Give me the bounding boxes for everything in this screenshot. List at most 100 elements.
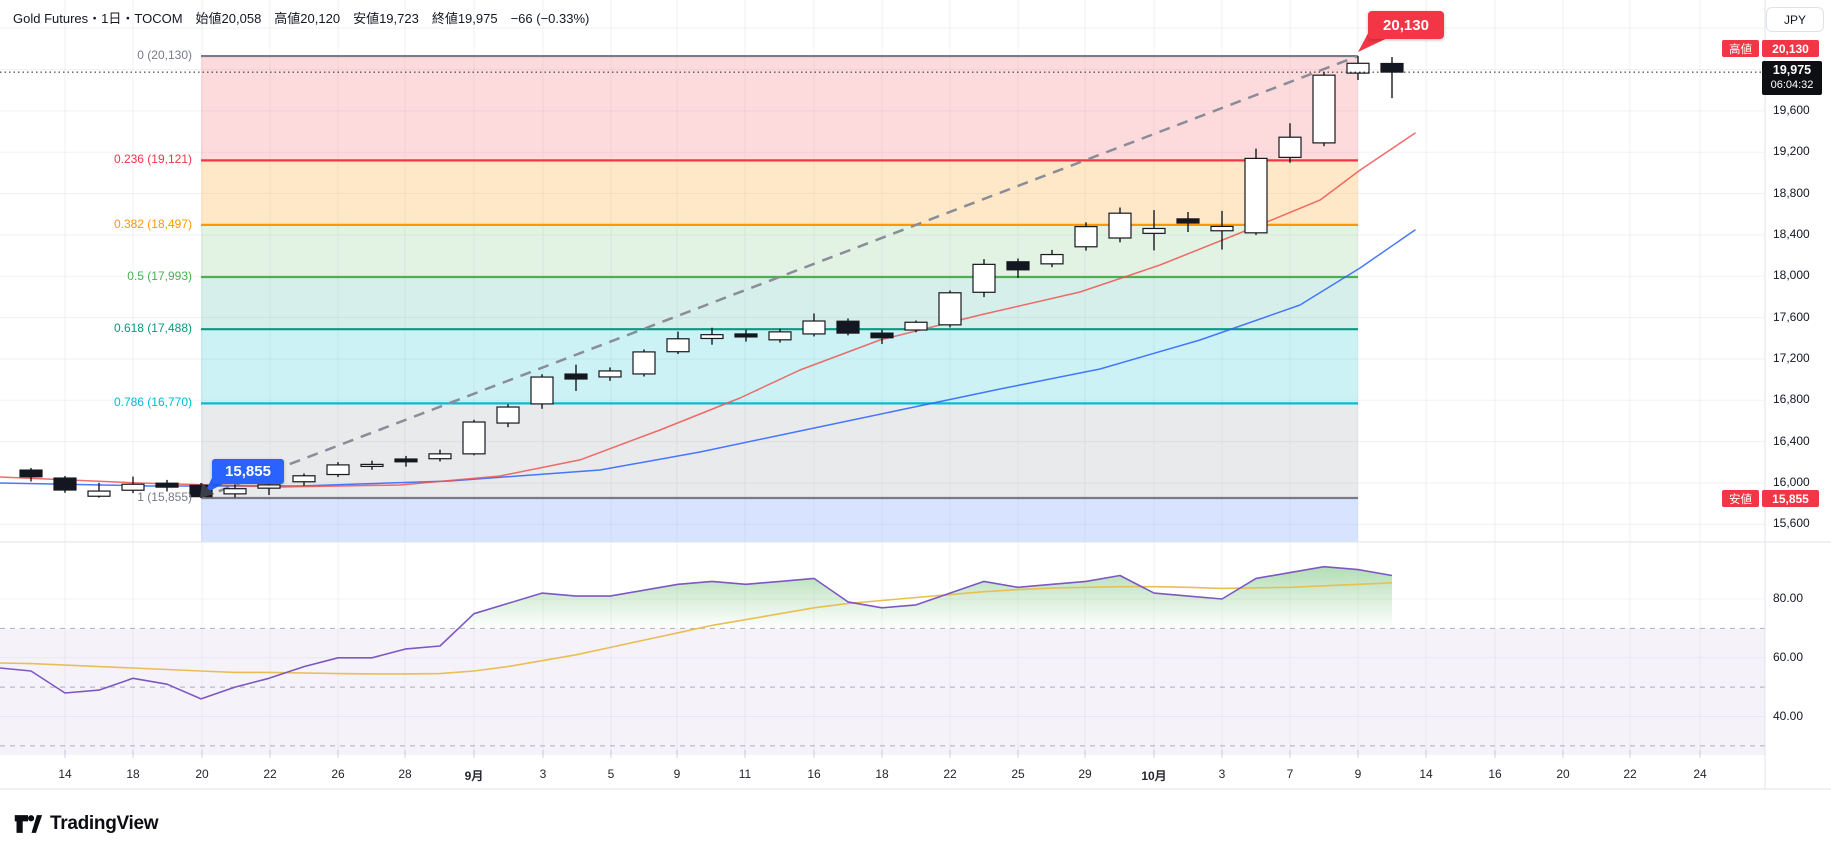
- rsi-line: [0, 565, 1393, 700]
- high-price-callout[interactable]: 20,130: [1368, 11, 1444, 39]
- ma-slow-line: [0, 229, 1416, 487]
- currency-button-label: JPY: [1783, 12, 1806, 27]
- time-axis-label: 20: [1556, 767, 1570, 781]
- candle[interactable]: [462, 419, 486, 456]
- candle[interactable]: [1142, 210, 1166, 251]
- candle[interactable]: [768, 328, 792, 343]
- price-axis-label: 16,400: [1773, 433, 1810, 448]
- fib-trendline[interactable]: [200, 54, 1359, 500]
- fib-label: 0.382 (18,497): [113, 216, 192, 231]
- candle[interactable]: [734, 329, 758, 342]
- rsi-overbought-fill: [458, 566, 1392, 629]
- candle[interactable]: [632, 349, 656, 377]
- low-badge-label: 安値: [1722, 490, 1759, 507]
- candle[interactable]: [802, 313, 826, 337]
- price-axis-label: 19,200: [1773, 144, 1810, 159]
- time-axis-label: 26: [331, 767, 345, 781]
- ohlc-field: 高値20,120: [274, 11, 341, 26]
- candle[interactable]: [292, 473, 316, 486]
- rsi-ma-line: [0, 582, 1393, 675]
- fib-bands: [201, 56, 1358, 542]
- time-axis-label: 11: [738, 767, 752, 781]
- time-axis-label: 22: [943, 767, 957, 781]
- currency-button[interactable]: JPY: [1766, 7, 1824, 32]
- candle[interactable]: [564, 364, 588, 391]
- candle[interactable]: [836, 318, 860, 336]
- candle[interactable]: [155, 479, 179, 492]
- fib-label: 1 (15,855): [137, 489, 192, 504]
- ohlc-field: 始値20,058: [195, 11, 262, 26]
- vertical-gridlines: [64, 0, 1701, 758]
- candle[interactable]: [1244, 148, 1268, 236]
- time-axis-label: 18: [875, 767, 889, 781]
- time-axis-label: 22: [263, 767, 277, 781]
- candle[interactable]: [87, 482, 111, 498]
- candle[interactable]: [394, 455, 418, 467]
- candle[interactable]: [700, 327, 724, 345]
- candle[interactable]: [326, 462, 350, 478]
- candle[interactable]: [904, 320, 928, 333]
- price-axis-label: 18,400: [1773, 226, 1810, 241]
- candle[interactable]: [1006, 258, 1030, 278]
- time-axis-label: 9: [673, 767, 681, 781]
- candle[interactable]: [53, 475, 77, 493]
- time-axis-label: 28: [398, 767, 412, 781]
- candle[interactable]: [938, 290, 962, 328]
- ohlc-field: 安値19,723: [353, 11, 419, 26]
- fib-label: 0.618 (17,488): [113, 321, 192, 336]
- candle[interactable]: [1346, 56, 1370, 81]
- time-axis-label: 14: [1419, 767, 1433, 781]
- price-axis-label: 18,800: [1773, 185, 1810, 200]
- candle[interactable]: [666, 331, 690, 354]
- candle[interactable]: [223, 484, 247, 498]
- candle[interactable]: [870, 329, 894, 344]
- candle[interactable]: [1074, 222, 1098, 251]
- ohlc-field: −66 (−0.33%): [510, 11, 590, 26]
- tradingview-logo-icon: [14, 815, 43, 833]
- candle[interactable]: [1210, 210, 1234, 250]
- bar-countdown: 06:04:32: [1770, 78, 1814, 91]
- ohlc-field: 終値19,975: [431, 11, 498, 26]
- fib-label: 0.5 (17,993): [127, 268, 192, 283]
- time-axis-label: 16: [807, 767, 821, 781]
- time-axis-label: 25: [1011, 767, 1025, 781]
- low-badge-value: 15,855: [1762, 490, 1819, 507]
- high-badge-value: 20,130: [1762, 40, 1819, 57]
- price-axis-label: 15,600: [1773, 516, 1810, 531]
- low-price-callout[interactable]: 15,855: [212, 459, 284, 484]
- fib-label: 0.786 (16,770): [113, 395, 192, 410]
- candle[interactable]: [1278, 123, 1302, 163]
- tradingview-logo[interactable]: TradingView: [13, 811, 159, 837]
- candle[interactable]: [496, 404, 520, 428]
- fib-lines[interactable]: [201, 54, 1358, 500]
- candle[interactable]: [19, 468, 43, 482]
- candle[interactable]: [1040, 249, 1064, 268]
- rsi-axis-label: 80.00: [1773, 591, 1804, 605]
- last-price-value: 19,975: [1772, 63, 1812, 78]
- candle[interactable]: [530, 374, 554, 409]
- candle[interactable]: [598, 367, 622, 381]
- rsi-band-background: [0, 628, 1765, 755]
- candles[interactable]: [19, 56, 1404, 498]
- candle[interactable]: [1176, 211, 1200, 233]
- last-price-chip: 19,975 06:04:32: [1762, 61, 1822, 95]
- tradingview-logo-text: TradingView: [50, 813, 159, 834]
- price-axis-label: 16,800: [1773, 392, 1810, 407]
- candle[interactable]: [428, 449, 452, 462]
- candle[interactable]: [121, 476, 145, 494]
- fib-anchor-cursor: [200, 483, 214, 498]
- candle[interactable]: [1312, 72, 1336, 147]
- time-axis-label: 16: [1488, 767, 1502, 781]
- candle[interactable]: [1380, 57, 1404, 99]
- candle[interactable]: [360, 460, 384, 470]
- time-axis-label: 5: [607, 767, 615, 781]
- candle[interactable]: [972, 259, 996, 298]
- time-axis-label: 10月: [1141, 769, 1167, 783]
- symbol-title[interactable]: Gold Futures・1日・TOCOM: [13, 11, 183, 26]
- price-axis-label: 17,200: [1773, 350, 1810, 365]
- candle[interactable]: [1108, 207, 1132, 243]
- time-axis-label: 18: [126, 767, 140, 781]
- rsi-axis-label: 60.00: [1773, 649, 1804, 664]
